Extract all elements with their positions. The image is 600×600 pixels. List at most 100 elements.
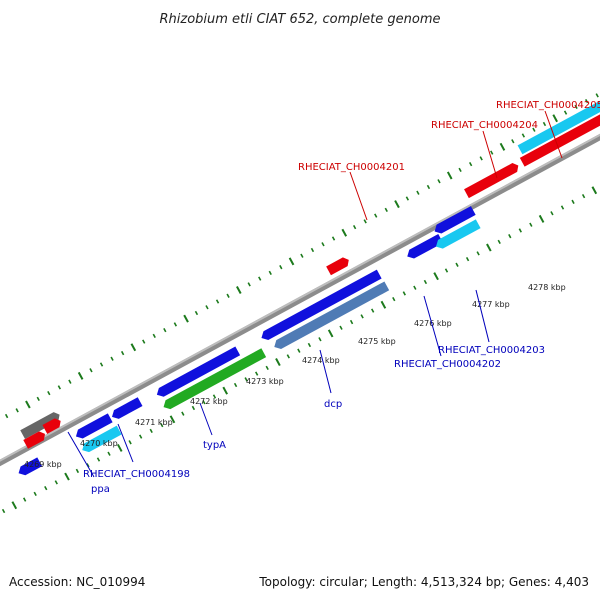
ruler-minor-tick	[68, 379, 72, 384]
ruler-minor-tick	[194, 310, 199, 316]
ruler-minor-tick	[571, 199, 575, 204]
ruler-minor-tick	[15, 408, 19, 413]
ruler-minor-tick	[205, 305, 209, 310]
gene-ppa	[82, 425, 122, 453]
ruler-major-tick	[222, 386, 228, 395]
ruler-minor-tick	[465, 256, 470, 262]
gene-cyan-reverse	[436, 219, 481, 249]
ruler-minor-tick	[574, 104, 578, 109]
ruler-major-tick	[380, 300, 387, 309]
ruler-minor-tick	[511, 139, 515, 144]
ruler-minor-tick	[349, 319, 354, 325]
label-RHECIAT_CH0004204: RHECIAT_CH0004204	[431, 120, 538, 131]
ruler-major-tick	[394, 200, 400, 209]
ruler-major-tick	[552, 114, 558, 123]
ruler-minor-tick	[181, 411, 185, 416]
leader-ch4201	[349, 171, 368, 221]
leader-ch4205	[544, 110, 563, 159]
ruler-minor-tick	[107, 451, 111, 456]
kbp-label: 4272 kbp	[190, 397, 228, 406]
ruler-minor-tick	[521, 133, 526, 138]
ruler-major-tick	[288, 257, 295, 266]
ruler-minor-tick	[444, 268, 449, 273]
label-typA: typA	[203, 440, 226, 451]
kbp-label: 4274 kbp	[302, 356, 340, 365]
ruler-minor-tick	[458, 167, 462, 172]
gene-blue-long-1	[156, 346, 241, 397]
ruler-minor-tick	[149, 428, 153, 433]
ruler-major-tick	[130, 343, 137, 352]
ruler-minor-tick	[99, 362, 104, 367]
accession-text: Accession: NC_010994	[9, 575, 145, 589]
leader-ch4204	[482, 130, 498, 179]
gene-gray-forward	[20, 412, 60, 440]
ruler-minor-tick	[426, 184, 431, 190]
kbp-label: 4271 kbp	[135, 418, 173, 427]
ruler-minor-tick	[128, 440, 132, 445]
ruler-minor-tick	[160, 422, 164, 428]
gene-RHECIAT_CH0004202	[407, 234, 444, 259]
ruler-minor-tick	[54, 480, 58, 485]
ruler-major-tick	[169, 415, 176, 424]
ruler-minor-tick	[405, 196, 410, 201]
ruler-minor-tick	[120, 350, 125, 356]
genome-track	[0, 87, 600, 514]
kbp-label: 4275 kbp	[358, 337, 396, 346]
kbp-label: 4269 kbp	[24, 460, 62, 469]
ruler-minor-tick	[532, 127, 536, 132]
ruler-minor-tick	[226, 293, 230, 298]
label-RHECIAT_CH0004201: RHECIAT_CH0004201	[298, 162, 405, 173]
leader-ch4203	[475, 289, 490, 343]
gene-RHECIAT_CH0004201	[326, 257, 349, 276]
gene-blue-small-left	[75, 413, 113, 439]
gene-blue-long-2	[261, 269, 382, 341]
ruler-minor-tick	[89, 368, 93, 373]
ruler-minor-tick	[455, 262, 459, 267]
ruler-minor-tick	[318, 337, 322, 342]
ruler-major-tick	[486, 243, 492, 252]
ruler-minor-tick	[331, 236, 336, 241]
ruler-minor-tick	[518, 228, 522, 233]
kbp-label: 4273 kbp	[246, 377, 284, 386]
ruler-minor-tick	[384, 207, 388, 213]
ruler-minor-tick	[297, 348, 301, 353]
ruler-minor-tick	[139, 434, 143, 439]
ruler-minor-tick	[476, 251, 480, 256]
ruler-major-tick	[341, 228, 348, 237]
forward-genes	[20, 95, 600, 449]
ruler-major-tick	[327, 329, 334, 338]
ruler-minor-tick	[300, 253, 304, 258]
ruler-minor-tick	[416, 190, 420, 195]
ruler-major-tick	[116, 443, 123, 452]
gene-red-small-2	[42, 418, 61, 434]
ruler-minor-tick	[4, 413, 9, 419]
ruler-minor-tick	[413, 285, 417, 290]
ruler-major-tick	[25, 400, 31, 409]
ruler-minor-tick	[279, 265, 283, 270]
kbp-labels: 4269 kbp 4270 kbp 4271 kbp 4272 kbp 4273 kbp…	[24, 283, 566, 469]
label-RHECIAT_CH0004203: RHECIAT_CH0004203	[438, 345, 545, 356]
label-RHECIAT_CH0004198: RHECIAT_CH0004198	[83, 469, 190, 480]
ruler-minor-tick	[47, 391, 51, 396]
ruler-minor-tick	[255, 371, 259, 376]
ruler-minor-tick	[374, 213, 378, 218]
ruler-minor-tick	[352, 224, 357, 230]
ruler-minor-tick	[479, 156, 483, 161]
label-RHECIAT_CH0004205: RHECIAT_CH0004205	[496, 100, 600, 111]
ruler-minor-tick	[1, 508, 6, 514]
ruler-major-tick	[591, 186, 598, 195]
ruler-minor-tick	[371, 308, 375, 313]
ruler-major-tick	[446, 171, 453, 180]
ruler-major-tick	[433, 272, 439, 281]
ruler-minor-tick	[490, 150, 494, 155]
ruler-major-tick	[77, 371, 84, 380]
ruler-minor-tick	[392, 297, 396, 302]
ruler-minor-tick	[247, 282, 251, 287]
gene-red-small-1	[23, 431, 45, 449]
ruler-minor-tick	[423, 279, 428, 285]
ruler-major-tick	[64, 472, 70, 481]
ruler-minor-tick	[542, 121, 547, 127]
ruler-minor-tick	[529, 222, 533, 227]
leader-ch4202	[423, 295, 442, 357]
ruler-major-tick	[183, 314, 189, 323]
